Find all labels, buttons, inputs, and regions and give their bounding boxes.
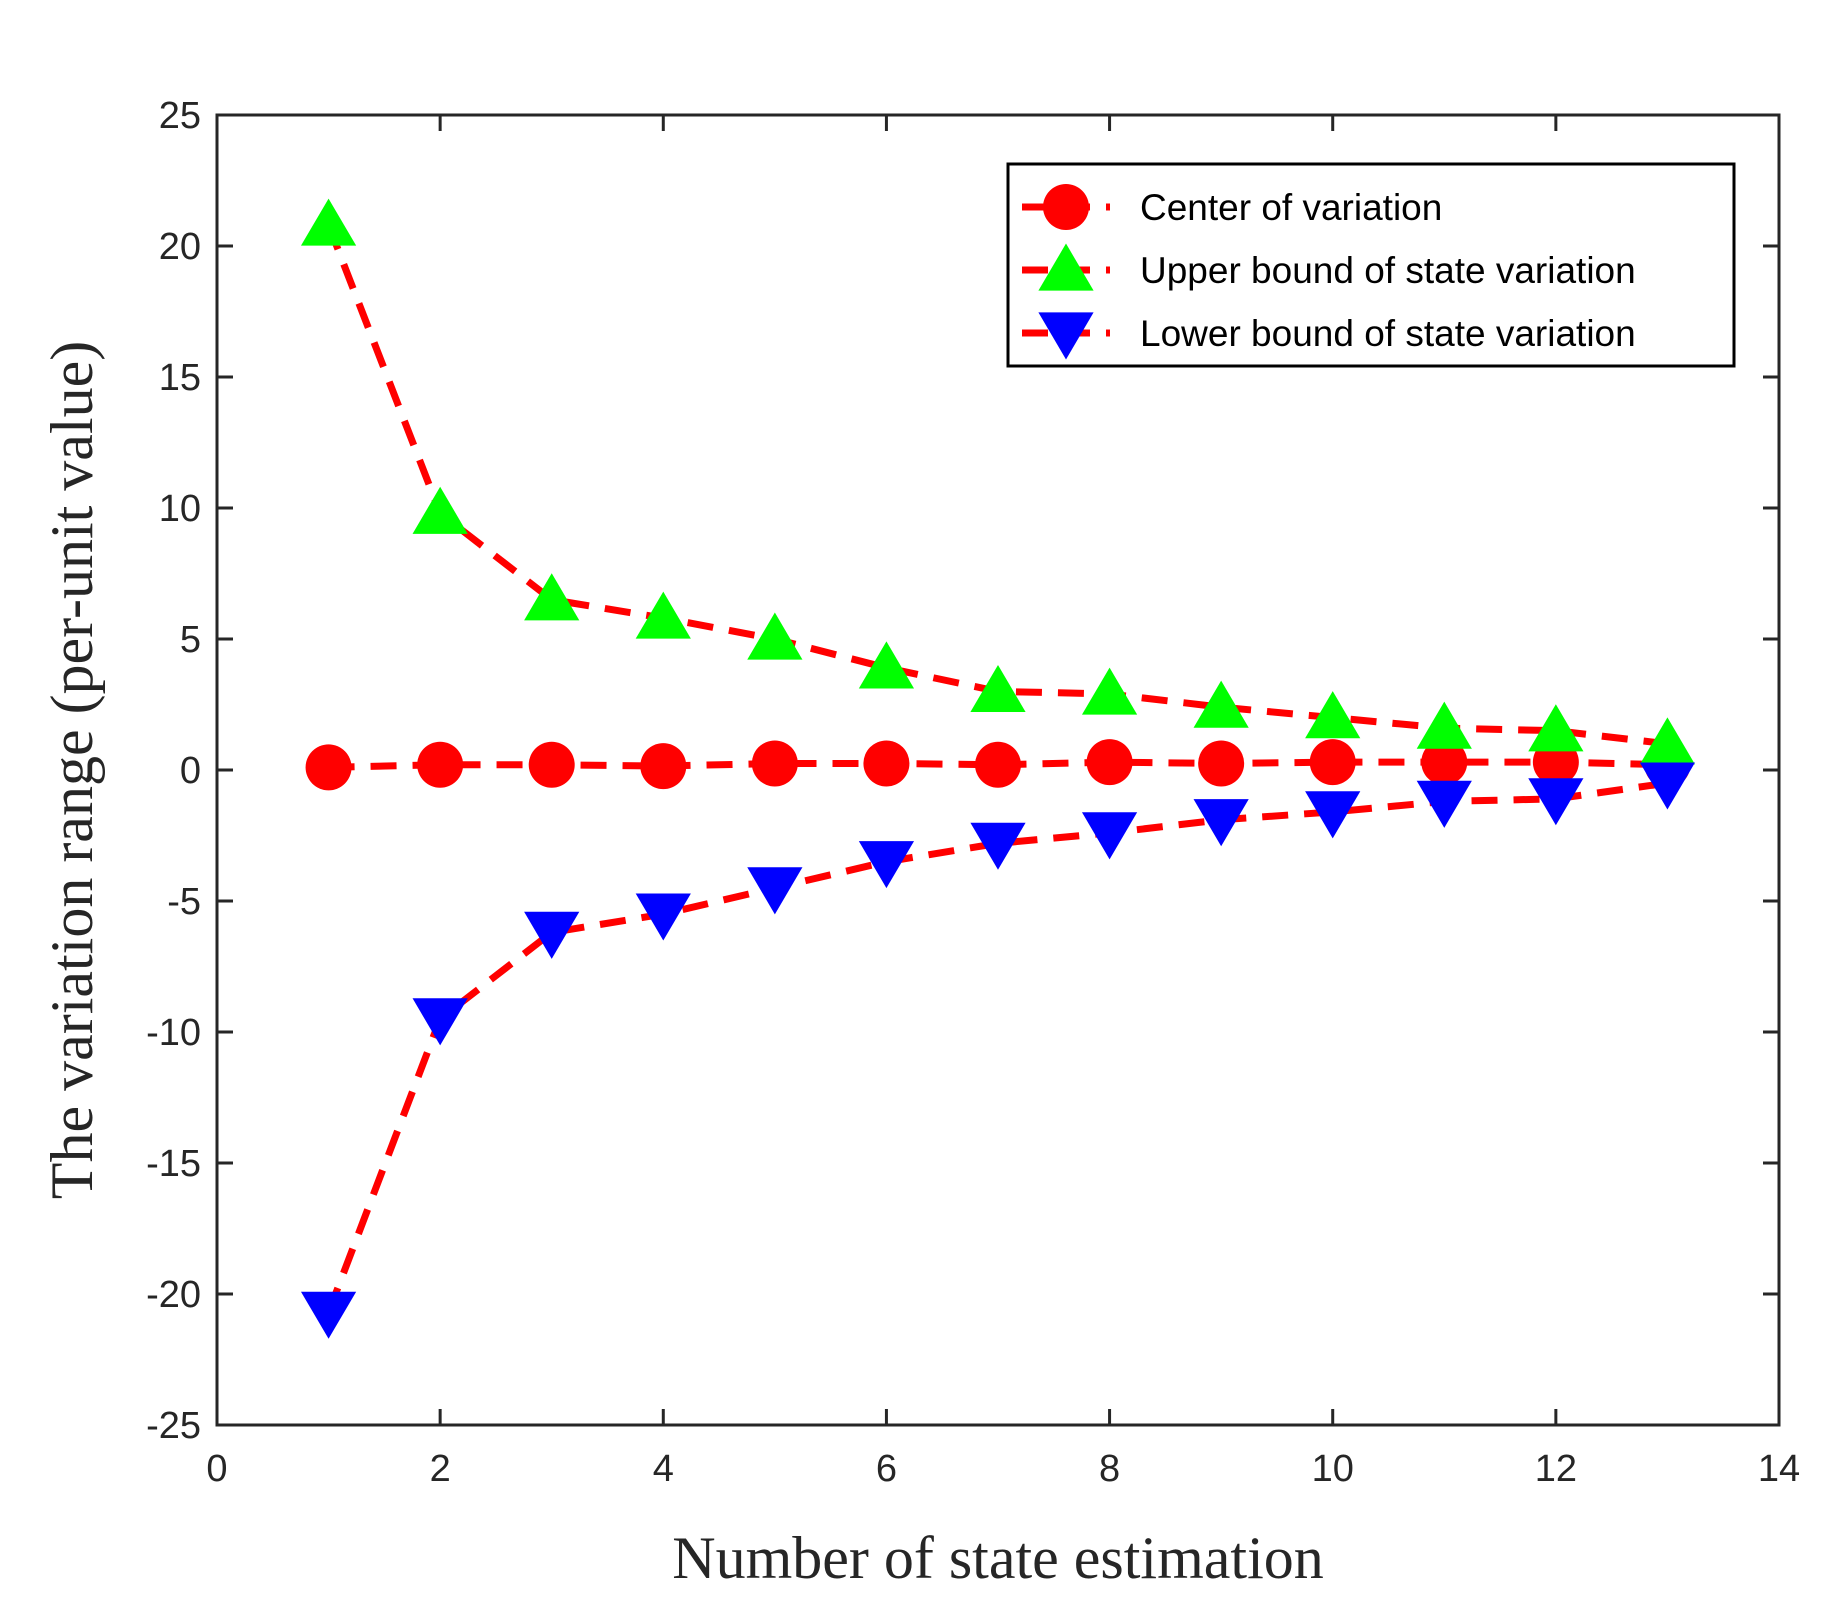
data-point	[1086, 739, 1133, 786]
data-point	[1198, 740, 1245, 787]
data-point	[305, 744, 352, 791]
y-tick-label: 20	[159, 226, 201, 268]
legend-marker	[1043, 184, 1089, 230]
data-point	[300, 198, 357, 246]
y-tick-label: -20	[146, 1274, 201, 1316]
legend-label: Center of variation	[1140, 187, 1442, 228]
data-point	[751, 740, 798, 787]
x-tick-label: 6	[876, 1448, 897, 1490]
data-point	[747, 612, 803, 660]
legend-entry-1: Center of variation	[1022, 184, 1442, 230]
data-point	[1305, 791, 1361, 839]
data-point	[1416, 780, 1472, 828]
legend-label: Upper bound of state variation	[1140, 250, 1636, 291]
data-point	[528, 741, 575, 788]
data-point	[970, 664, 1026, 713]
data-point	[524, 911, 580, 959]
x-tick-label: 8	[1099, 1448, 1120, 1490]
x-tick-label: 4	[653, 1448, 674, 1490]
legend-entry-2: Upper bound of state variation	[1022, 243, 1636, 291]
data-point	[747, 867, 803, 915]
data-point	[1421, 739, 1468, 786]
data-point	[635, 893, 691, 941]
data-point	[417, 741, 464, 788]
data-point	[1081, 667, 1138, 715]
data-point	[1081, 812, 1138, 860]
data-point	[970, 822, 1026, 870]
y-tick-label: 25	[159, 95, 201, 137]
x-tick-label: 2	[430, 1448, 451, 1490]
y-tick-label: 15	[159, 357, 201, 399]
legend-label: Lower bound of state variation	[1140, 313, 1636, 354]
data-point	[1309, 739, 1356, 786]
data-point	[1193, 799, 1249, 847]
data-point	[1305, 691, 1361, 739]
y-tick-label: 0	[180, 750, 201, 792]
y-axis-label: The variation range (per-unit value)	[39, 341, 105, 1199]
series-3	[300, 762, 1696, 1339]
data-point	[975, 741, 1021, 788]
data-point	[1193, 680, 1249, 728]
y-tick-label: -25	[146, 1405, 201, 1447]
y-tick-label: -15	[146, 1143, 201, 1185]
data-point	[640, 743, 687, 790]
data-point	[412, 486, 468, 534]
data-point	[858, 841, 915, 889]
data-point	[412, 998, 468, 1046]
y-tick-label: 10	[159, 488, 201, 530]
data-point	[863, 740, 910, 787]
data-point	[1528, 778, 1584, 826]
x-tick-label: 14	[1758, 1448, 1800, 1490]
x-tick-label: 12	[1535, 1448, 1577, 1490]
axes-layer: 0 2 4 6 8 10 12 14 -25 -20 -15 -10 -5 0 5 10 15 20 25	[146, 95, 1800, 1490]
legend-marker	[1038, 312, 1094, 360]
data-point	[1639, 762, 1696, 810]
legend-entry-3: Lower bound of state variation	[1022, 312, 1636, 360]
legend-box	[1006, 162, 1736, 368]
legend-marker	[1038, 243, 1094, 291]
x-tick-label: 10	[1312, 1448, 1354, 1490]
x-tick-label: 0	[206, 1448, 227, 1490]
data-point	[300, 1291, 357, 1339]
data-point	[858, 641, 915, 689]
y-tick-label: -5	[167, 881, 201, 923]
data-point	[1528, 704, 1584, 752]
data-point	[1639, 717, 1696, 765]
series-layer	[300, 198, 1696, 1339]
legend: Center of variation Upper bound of state …	[1006, 162, 1736, 368]
y-tick-label: -10	[146, 1012, 201, 1054]
series-2	[300, 198, 1696, 765]
data-point	[1416, 701, 1472, 749]
data-point	[524, 573, 580, 621]
y-tick-label: 5	[180, 619, 201, 661]
data-point	[635, 591, 691, 639]
x-axis-label: Number of state estimation	[672, 1525, 1324, 1591]
